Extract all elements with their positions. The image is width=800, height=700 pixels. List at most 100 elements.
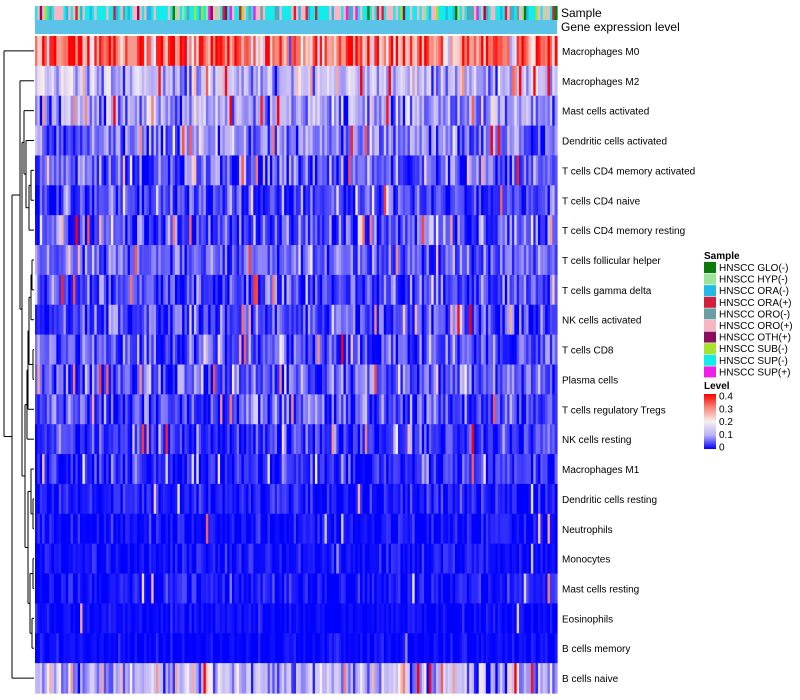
heatmap-cell (324, 663, 328, 694)
heatmap-cell (526, 573, 530, 605)
heatmap-cell (288, 424, 292, 455)
heatmap-cell (324, 364, 328, 395)
heatmap-cell (234, 36, 238, 67)
heatmap-cell (191, 215, 195, 246)
heatmap-cell (440, 65, 444, 97)
heatmap-cell (497, 245, 501, 276)
heatmap-cell (547, 215, 551, 246)
heatmap-cell (234, 394, 238, 425)
heatmap-cell (457, 364, 461, 395)
heatmap-cell (400, 155, 404, 186)
heatmap-cell (262, 394, 266, 425)
heatmap-cell (89, 543, 93, 575)
heatmap-cell (431, 364, 435, 395)
heatmap-cell (538, 603, 541, 634)
heatmap-cell (56, 394, 60, 425)
heatmap-cell (371, 185, 375, 216)
heatmap-cell (42, 454, 46, 485)
heatmap-cell (379, 274, 383, 306)
heatmap-cell (208, 454, 212, 485)
heatmap-cell (148, 454, 152, 485)
heatmap-cell (483, 185, 487, 216)
heatmap-cell (217, 95, 221, 127)
heatmap-cell (478, 155, 482, 186)
heatmap-cell (298, 185, 302, 216)
heatmap-cell (549, 65, 553, 97)
heatmap-cell (91, 334, 95, 366)
heatmap-cell (99, 185, 103, 216)
heatmap-cell (376, 454, 380, 485)
heatmap-cell (348, 95, 352, 127)
heatmap-cell (483, 424, 487, 455)
heatmap-cell (174, 95, 178, 127)
heatmap-cell (160, 483, 164, 515)
heatmap-cell (267, 185, 271, 216)
heatmap-cell (63, 155, 67, 186)
heatmap-cell (371, 245, 375, 276)
heatmap-cell (53, 274, 57, 306)
heatmap-cell (521, 513, 525, 545)
heatmap-cell (253, 125, 257, 157)
heatmap-cell (407, 95, 411, 127)
heatmap-cell (82, 483, 86, 515)
heatmap-cell (281, 364, 285, 395)
heatmap-cell (523, 394, 527, 425)
heatmap-cell (272, 603, 276, 634)
heatmap-cell (369, 274, 373, 306)
heatmap-cell (172, 394, 176, 425)
heatmap-cell (222, 394, 226, 425)
heatmap-cell (333, 543, 337, 575)
heatmap-cell (488, 424, 492, 455)
heatmap-cell (402, 304, 406, 336)
heatmap-cell (201, 394, 205, 425)
heatmap-cell (137, 543, 140, 575)
heatmap-cell (248, 95, 252, 127)
heatmap-cell (519, 364, 523, 395)
heatmap-cell (310, 663, 314, 694)
heatmap-cell (279, 245, 283, 276)
heatmap-cell (274, 663, 278, 694)
heatmap-cell (217, 394, 221, 425)
heatmap-cell (530, 65, 534, 97)
heatmap-cell (96, 95, 100, 127)
heatmap-cell (265, 155, 269, 186)
heatmap-cell (414, 603, 418, 634)
sample-cell (269, 6, 273, 20)
heatmap-cell (215, 185, 219, 216)
heatmap-cell (303, 185, 307, 216)
heatmap-cell (312, 663, 316, 694)
heatmap-cell (284, 274, 288, 306)
heatmap-cell (409, 543, 413, 575)
heatmap-cell (239, 364, 243, 395)
heatmap-cell (108, 185, 112, 216)
heatmap-cell (61, 155, 65, 186)
heatmap-cell (146, 65, 150, 97)
heatmap-cell (236, 663, 240, 694)
heatmap-cell (35, 424, 38, 455)
heatmap-cell (412, 633, 416, 664)
heatmap-cell (203, 95, 207, 127)
heatmap-cell (296, 633, 299, 664)
heatmap-cell (417, 274, 420, 306)
heatmap-cell (360, 424, 364, 455)
heatmap-cell (193, 36, 197, 67)
heatmap-cell (167, 185, 171, 216)
heatmap-cell (258, 573, 262, 605)
heatmap-cell (144, 334, 148, 366)
heatmap-cell (497, 125, 501, 157)
heatmap-cell (42, 633, 46, 664)
heatmap-cell (296, 334, 299, 366)
heatmap-cell (485, 334, 489, 366)
heatmap-cell (341, 274, 345, 306)
heatmap-cell (374, 663, 378, 694)
heatmap-cell (362, 633, 366, 664)
heatmap-cell (447, 334, 451, 366)
heatmap-cell (317, 543, 321, 575)
heatmap-cell (241, 185, 245, 216)
heatmap-cell (495, 95, 499, 127)
heatmap-cell (400, 483, 404, 515)
heatmap-cell (156, 274, 159, 306)
heatmap-cell (431, 185, 435, 216)
heatmap-cell (56, 36, 60, 67)
heatmap-cell (191, 663, 195, 694)
